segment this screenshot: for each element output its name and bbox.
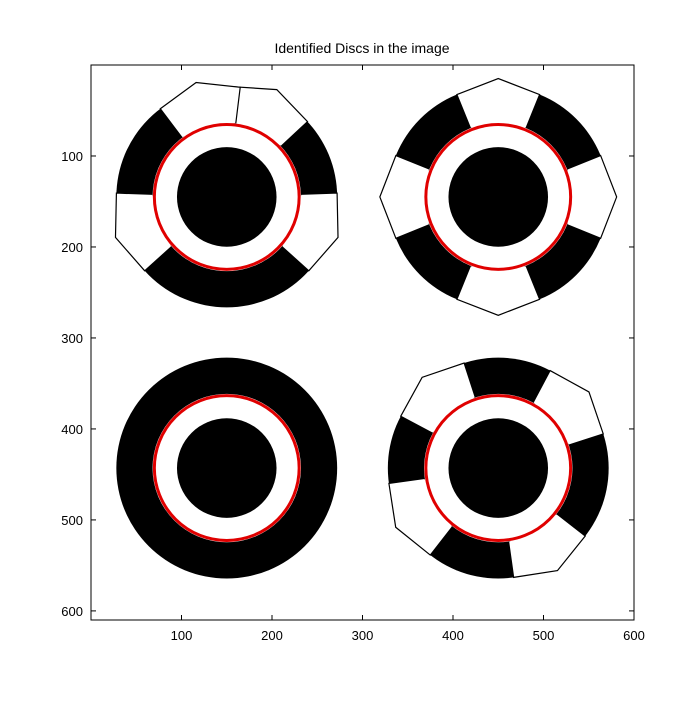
y-tick-label: 500 xyxy=(61,513,83,528)
disc-top-right xyxy=(379,77,618,316)
y-tick-label: 200 xyxy=(61,240,83,255)
plot-area: 100 200 300 400 500 600 100 200 300 400 500 600 xyxy=(61,64,645,643)
detected-circle xyxy=(424,394,573,542)
y-axis: 100 200 300 400 500 600 xyxy=(61,149,634,619)
y-tick-label: 300 xyxy=(61,331,83,346)
x-tick-label: 200 xyxy=(261,628,283,643)
ring-white-segment xyxy=(388,477,454,556)
y-tick-label: 100 xyxy=(61,149,83,164)
disc-bottom-left xyxy=(116,357,338,579)
ring-white-segment xyxy=(379,154,431,240)
discs-layer xyxy=(114,77,618,579)
disc-core xyxy=(176,418,277,518)
x-tick-label: 600 xyxy=(623,628,645,643)
ring-white-segment xyxy=(507,513,587,579)
ring-white-segment xyxy=(456,265,541,316)
disc-core xyxy=(448,147,549,247)
chart-title: Identified Discs in the image xyxy=(274,40,449,56)
disc-bottom-right xyxy=(387,357,609,579)
disc-top-left xyxy=(114,81,339,308)
detected-circle xyxy=(152,394,301,542)
detected-circle xyxy=(152,123,301,271)
x-tick-label: 500 xyxy=(533,628,555,643)
x-tick-label: 300 xyxy=(352,628,374,643)
disc-core xyxy=(176,147,277,247)
ring-white-segment xyxy=(566,154,618,240)
ring-white-segment xyxy=(532,369,605,446)
y-tick-label: 400 xyxy=(61,422,83,437)
y-tick-label: 600 xyxy=(61,604,83,619)
x-axis: 100 200 300 400 500 600 xyxy=(171,65,645,643)
x-tick-label: 100 xyxy=(171,628,193,643)
ring-white-segment xyxy=(399,362,477,434)
ring-white-segment xyxy=(456,77,541,129)
detected-circle xyxy=(424,123,573,271)
x-tick-label: 400 xyxy=(442,628,464,643)
disc-core xyxy=(448,418,549,518)
